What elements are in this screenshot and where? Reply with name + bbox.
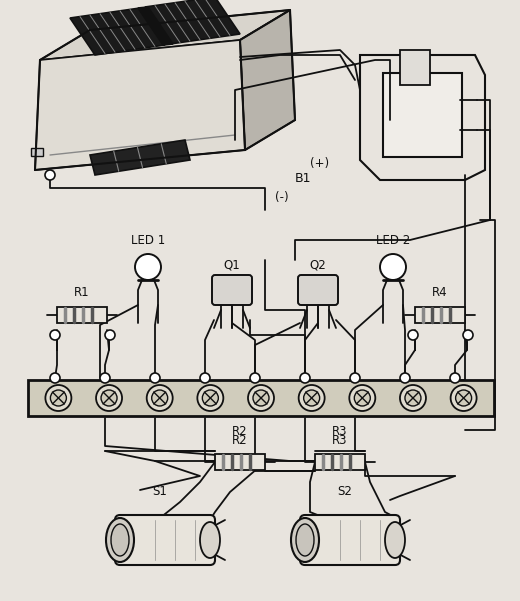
Circle shape xyxy=(250,373,260,383)
Circle shape xyxy=(135,254,161,280)
Bar xyxy=(315,454,365,470)
Ellipse shape xyxy=(200,522,220,558)
Circle shape xyxy=(248,385,274,411)
Circle shape xyxy=(450,373,460,383)
Text: R1: R1 xyxy=(74,287,90,299)
Circle shape xyxy=(50,373,60,383)
Text: R4: R4 xyxy=(432,287,448,299)
Bar xyxy=(400,50,430,85)
FancyBboxPatch shape xyxy=(212,275,252,305)
Circle shape xyxy=(349,385,375,411)
Polygon shape xyxy=(35,40,245,170)
Circle shape xyxy=(50,330,60,340)
Circle shape xyxy=(405,390,421,406)
Text: S2: S2 xyxy=(337,485,353,498)
Text: (-): (-) xyxy=(275,192,289,204)
Polygon shape xyxy=(240,10,295,150)
Circle shape xyxy=(463,330,473,340)
Text: S3: S3 xyxy=(417,114,433,126)
Text: R3: R3 xyxy=(332,425,348,438)
Text: S1: S1 xyxy=(152,485,167,498)
Polygon shape xyxy=(145,0,240,44)
Text: LED 1: LED 1 xyxy=(131,234,165,247)
Text: Q2: Q2 xyxy=(309,259,327,272)
Circle shape xyxy=(304,390,320,406)
Circle shape xyxy=(147,385,173,411)
Circle shape xyxy=(400,373,410,383)
Circle shape xyxy=(298,385,324,411)
Circle shape xyxy=(198,385,224,411)
Text: Q1: Q1 xyxy=(224,259,240,272)
Circle shape xyxy=(96,385,122,411)
Circle shape xyxy=(105,330,115,340)
Ellipse shape xyxy=(296,524,314,556)
Polygon shape xyxy=(138,7,173,45)
Polygon shape xyxy=(70,8,165,55)
Circle shape xyxy=(50,390,67,406)
Text: LED 2: LED 2 xyxy=(376,234,410,247)
Bar xyxy=(57,307,107,323)
Circle shape xyxy=(300,373,310,383)
Bar xyxy=(31,148,43,156)
Text: R2: R2 xyxy=(232,425,248,438)
Bar xyxy=(215,454,265,470)
FancyBboxPatch shape xyxy=(298,275,338,305)
Text: R2: R2 xyxy=(232,433,248,447)
Circle shape xyxy=(350,373,360,383)
Circle shape xyxy=(200,373,210,383)
Circle shape xyxy=(456,390,472,406)
Ellipse shape xyxy=(291,518,319,562)
Text: R3: R3 xyxy=(332,433,348,447)
Circle shape xyxy=(100,373,110,383)
Bar xyxy=(415,307,465,323)
Circle shape xyxy=(253,390,269,406)
FancyBboxPatch shape xyxy=(115,515,215,565)
Circle shape xyxy=(408,330,418,340)
Circle shape xyxy=(451,385,477,411)
Circle shape xyxy=(380,254,406,280)
Circle shape xyxy=(45,170,55,180)
Bar xyxy=(28,380,494,416)
Text: (+): (+) xyxy=(310,156,329,169)
FancyBboxPatch shape xyxy=(383,73,462,157)
Text: B1: B1 xyxy=(295,171,311,185)
Ellipse shape xyxy=(106,518,134,562)
Polygon shape xyxy=(90,140,190,175)
Ellipse shape xyxy=(111,524,129,556)
Circle shape xyxy=(202,390,218,406)
Circle shape xyxy=(354,390,370,406)
Circle shape xyxy=(400,385,426,411)
Ellipse shape xyxy=(385,522,405,558)
FancyBboxPatch shape xyxy=(300,515,400,565)
Circle shape xyxy=(45,385,71,411)
Circle shape xyxy=(152,390,167,406)
Circle shape xyxy=(101,390,117,406)
Polygon shape xyxy=(40,10,290,60)
Circle shape xyxy=(150,373,160,383)
